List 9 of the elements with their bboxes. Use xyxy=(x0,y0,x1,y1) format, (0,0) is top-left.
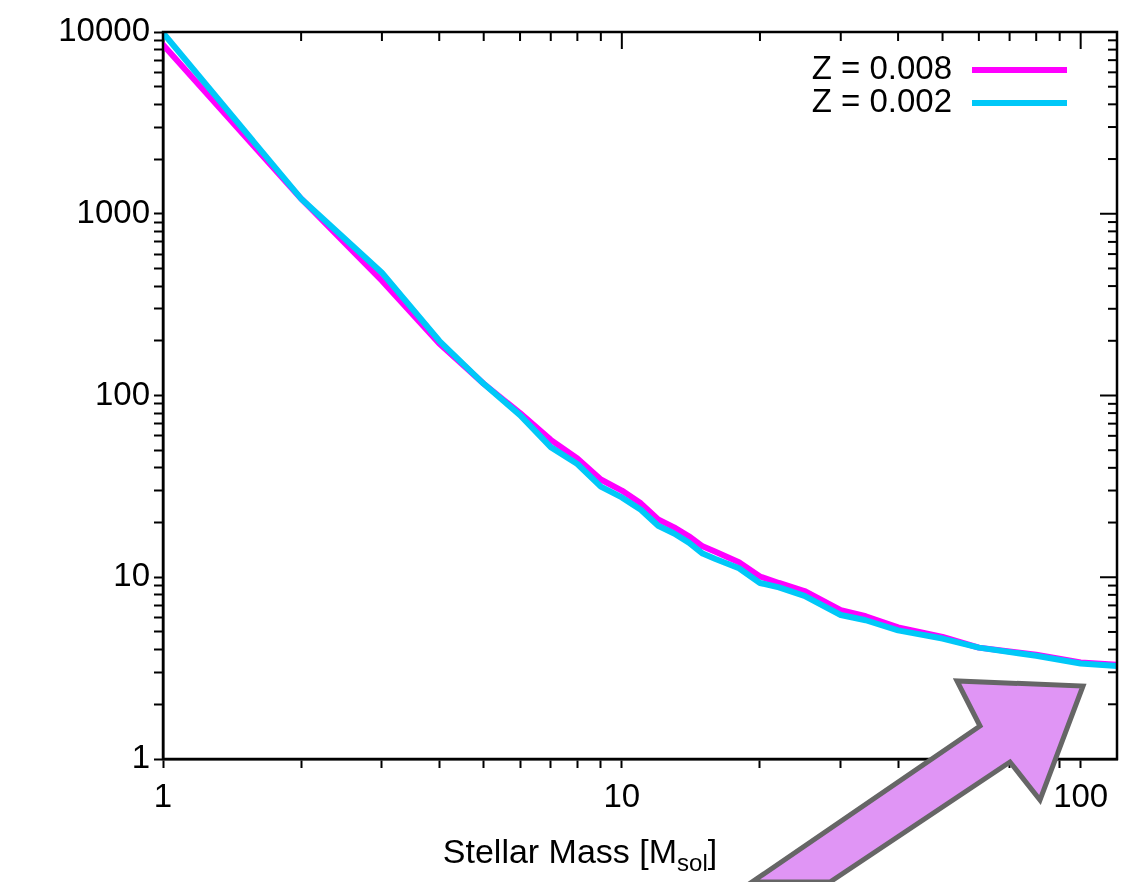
x-tick-label: 10 xyxy=(603,776,641,814)
y-tick-label: 1 xyxy=(131,738,150,776)
x-tick-label: 100 xyxy=(1053,776,1109,814)
y-tick-label: 100 xyxy=(94,374,150,412)
y-tick-label: 10 xyxy=(113,556,150,594)
y-tick-label: 1000 xyxy=(76,192,150,230)
x-tick-label: 1 xyxy=(153,776,173,814)
y-tick-label: 10000 xyxy=(58,11,150,49)
x-axis-title: Stellar Mass [M$_{sol}$] xyxy=(441,832,719,877)
